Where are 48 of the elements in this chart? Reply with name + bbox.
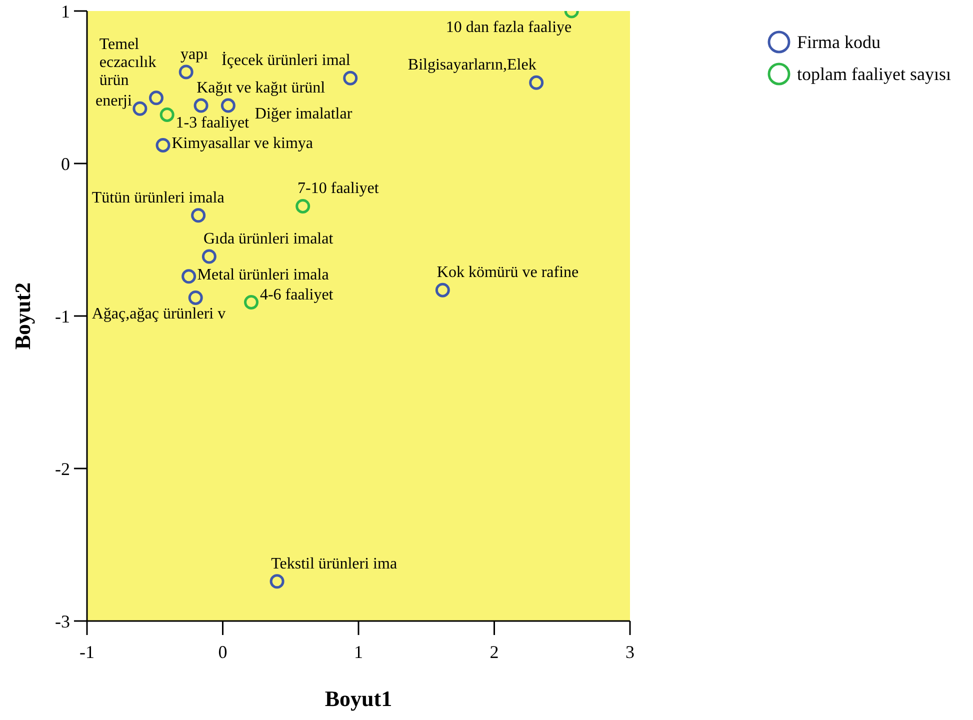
legend-label: Firma kodu — [797, 32, 880, 52]
x-axis-title: Boyut1 — [324, 686, 392, 711]
point — [296, 198, 310, 214]
point — [156, 138, 170, 152]
annotation: 10 dan fazla faaliye — [446, 19, 572, 36]
y-tick-label: -3 — [55, 611, 70, 632]
x-tick-label: 3 — [626, 642, 634, 662]
point — [182, 269, 196, 284]
annotation: enerji — [96, 92, 132, 110]
point — [244, 295, 259, 310]
x-tick-label: 2 — [490, 642, 499, 662]
annotation: Kimyasallar ve kimya — [172, 135, 314, 152]
point — [529, 75, 544, 90]
annotation: Gıda ürünleri imalat — [203, 230, 334, 248]
point — [160, 107, 174, 122]
annotation: Ağaç,ağaç ürünleri v — [92, 306, 226, 323]
annotation: Tütün ürünleri imala — [92, 189, 224, 206]
y-tick-label: -2 — [55, 458, 70, 479]
annotation: yapı — [180, 46, 209, 63]
y-axis-title: Boyut2 — [10, 282, 34, 350]
point — [178, 64, 194, 80]
point — [435, 282, 450, 298]
point — [202, 249, 216, 264]
y-tick-label: 0 — [61, 154, 70, 174]
annotation: Diğer imalatlar — [254, 106, 353, 123]
annotation: Kağıt ve kağıt ürünl — [196, 80, 326, 97]
annotation: İçecek ürünleri imal — [222, 51, 351, 70]
point — [191, 208, 206, 223]
annotation: Metal ürünleri imala — [197, 266, 329, 284]
point — [148, 90, 164, 106]
annotation: Tekstil ürünleri ima — [271, 555, 398, 572]
annotation: Kok kömürü ve rafine — [436, 264, 579, 282]
annotation: 1-3 faaliyet — [176, 114, 250, 132]
annotation: 4-6 faaliyet — [260, 286, 334, 304]
annotation: Bilgisayarların,Elek — [408, 56, 536, 74]
annotation: 7-10 faaliyet — [298, 180, 380, 198]
x-tick-label: 1 — [354, 642, 363, 662]
point — [220, 98, 236, 113]
legend-label: toplam faaliyet sayısı — [797, 64, 951, 84]
point — [194, 98, 208, 113]
y-tick-label: 1 — [61, 1, 70, 22]
x-tick-label: 0 — [218, 642, 228, 662]
point — [188, 290, 203, 305]
y-tick-label: -1 — [55, 306, 70, 326]
x-tick-label: -1 — [80, 642, 94, 662]
point — [270, 574, 284, 589]
point — [132, 101, 148, 116]
point — [343, 70, 358, 86]
